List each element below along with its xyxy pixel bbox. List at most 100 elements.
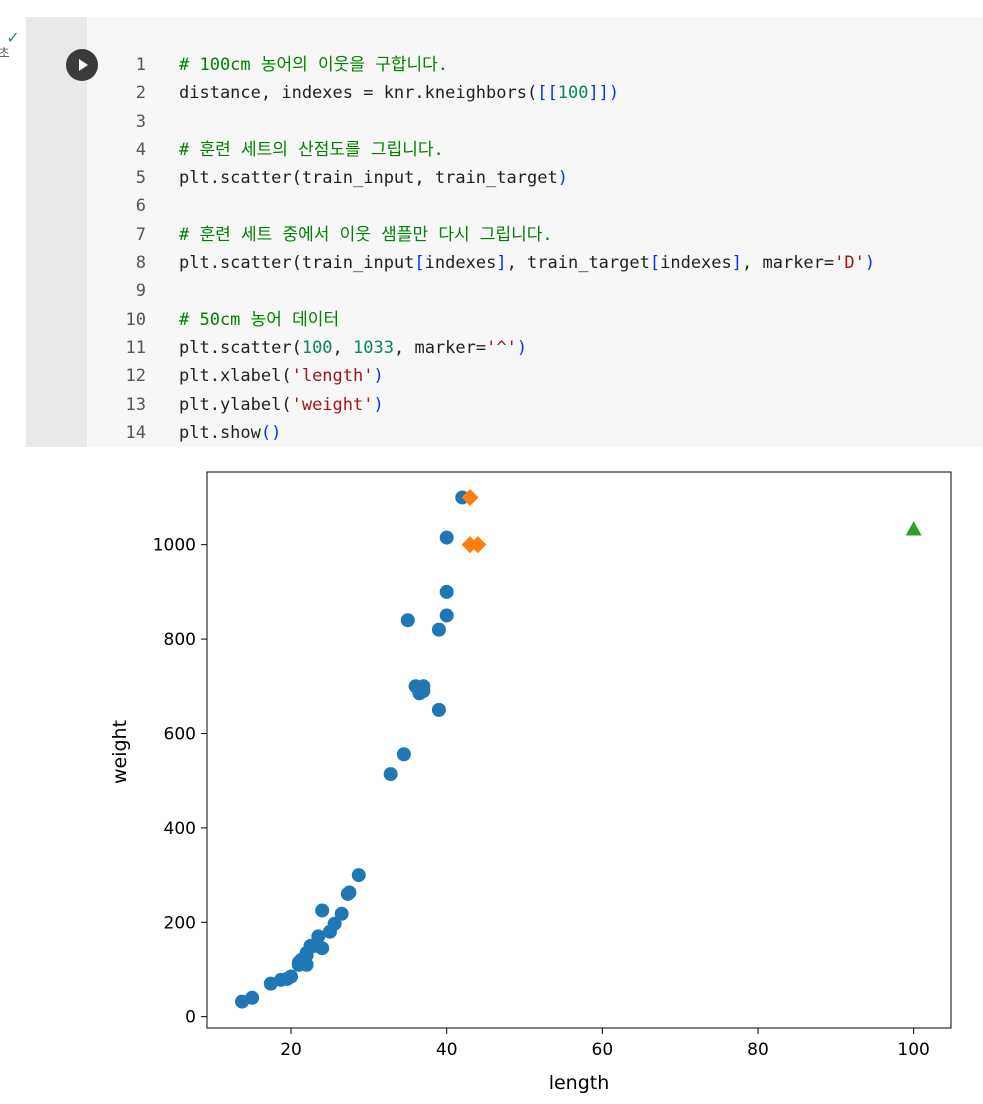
code-token: ) (373, 394, 384, 415)
scatter-point (439, 608, 454, 623)
code-token: 100 (557, 83, 589, 104)
code-line[interactable]: 9 (114, 277, 983, 305)
code-token: # 50cm 농어 데이터 (179, 309, 340, 330)
code-line[interactable]: 7 # 훈련 세트 중에서 이웃 샘플만 다시 그립니다. (114, 221, 983, 249)
code-token: 'weight' (291, 394, 374, 415)
scatter-point (315, 903, 330, 918)
code-token: ] (731, 253, 743, 274)
code-token: plt.scatter(train_input (179, 253, 415, 274)
code-line[interactable]: 2 distance, indexes = knr.kneighbors([[10… (114, 79, 983, 107)
code-token: plt.xlabel( (179, 366, 292, 387)
code-text: # 훈련 세트 중에서 이웃 샘플만 다시 그립니다. (179, 221, 553, 249)
scatter-point (284, 969, 299, 984)
code-text: distance, indexes = knr.kneighbors([[100… (179, 79, 619, 107)
code-editor[interactable] (87, 17, 983, 447)
code-token: 'length' (291, 366, 374, 387)
code-token: ) (373, 366, 384, 387)
y-axis-label: weight (109, 720, 131, 784)
scatter-point (439, 584, 454, 599)
x-tick-label: 60 (592, 1040, 614, 1060)
code-token: # 훈련 세트의 산점도를 그립니다. (179, 139, 444, 160)
scatter-point (315, 941, 330, 956)
x-tick-label: 100 (897, 1040, 929, 1060)
code-line[interactable]: 1 # 100cm 농어의 이웃을 구합니다. (114, 51, 983, 79)
run-cell-button[interactable] (66, 49, 98, 81)
y-tick-label: 200 (164, 913, 196, 933)
scatter-point (383, 767, 398, 782)
code-line[interactable]: 4 # 훈련 세트의 산점도를 그립니다. (114, 136, 983, 164)
code-line[interactable]: 14 plt.show() (114, 419, 983, 447)
x-tick-label: 20 (280, 1040, 302, 1060)
code-token: 100 (301, 337, 333, 358)
code-text: plt.show() (179, 419, 281, 447)
line-number: 4 (135, 139, 146, 160)
scatter-point (431, 702, 446, 717)
x-axis-ticks: 20 40 60 80 100 (280, 1028, 930, 1060)
x-axis-label: length (549, 1072, 610, 1094)
code-line[interactable]: 3 (114, 108, 983, 136)
scatter-point (245, 990, 260, 1005)
code-token: , marker= (393, 337, 487, 358)
code-token: ) (864, 253, 876, 274)
line-number: 3 (135, 111, 146, 132)
code-token: [ (414, 253, 425, 274)
code-token: # 훈련 세트 중에서 이웃 샘플만 다시 그립니다. (179, 224, 553, 245)
code-token: plt.show (179, 422, 261, 443)
y-tick-label: 800 (164, 630, 196, 650)
code-token: '^' (486, 337, 517, 358)
neighbor-diamond-point (469, 536, 487, 554)
checkmark-icon: ✓ (6, 28, 20, 47)
code-text: plt.scatter(100, 1033, marker='^') (179, 334, 527, 362)
neighbor-diamond-point (461, 488, 479, 506)
scatter-point (311, 929, 326, 944)
code-token: , (332, 337, 354, 358)
line-number: 13 (125, 394, 146, 415)
code-line[interactable]: 11 plt.scatter(100, 1033, marker='^') (114, 334, 983, 362)
y-tick-label: 600 (164, 724, 196, 744)
scatter-point (351, 868, 366, 883)
code-lines[interactable]: 1 # 100cm 농어의 이웃을 구합니다. 2 distance, indexes… (114, 51, 983, 447)
y-tick-label: 1000 (153, 536, 196, 556)
scatter-point (416, 684, 431, 699)
code-token: () (260, 422, 282, 443)
cell-gutter (26, 17, 87, 447)
line-number: 6 (135, 196, 146, 217)
code-text: # 100cm 농어의 이웃을 구합니다. (179, 51, 448, 79)
code-line[interactable]: 10 # 50cm 농어 데이터 (114, 306, 983, 334)
x-tick-label: 80 (747, 1040, 769, 1060)
y-tick-label: 400 (164, 819, 196, 839)
code-line[interactable]: 5 plt.scatter(train_input, train_target) (114, 164, 983, 192)
line-number: 12 (125, 366, 146, 387)
code-text: # 훈련 세트의 산점도를 그립니다. (179, 136, 444, 164)
code-cell[interactable]: 1 # 100cm 농어의 이웃을 구합니다. 2 distance, indexes… (26, 17, 983, 447)
code-token: # 100cm 농어의 이웃을 구합니다. (179, 55, 448, 75)
scatter-point (334, 906, 349, 921)
code-token: , train_target (506, 253, 650, 274)
code-token: [ (649, 253, 661, 274)
code-text: plt.xlabel('length') (179, 362, 384, 390)
scatter-point (327, 916, 342, 931)
code-line[interactable]: 6 (114, 192, 983, 220)
output-area: 0 200 400 600 800 1000 20 40 60 80 100 length wei… (26, 447, 983, 1100)
line-number: 8 (135, 253, 146, 274)
line-number: 10 (125, 309, 146, 330)
scatter-point (400, 613, 415, 628)
code-line[interactable]: 13 plt.ylabel('weight') (114, 391, 983, 419)
code-line[interactable]: 12 plt.xlabel('length') (114, 362, 983, 390)
code-text: plt.scatter(train_input, train_target) (179, 164, 568, 192)
code-token: plt.ylabel( (179, 394, 292, 415)
scatter-point (396, 747, 411, 762)
y-axis-ticks: 0 200 400 600 800 1000 (153, 536, 207, 1028)
y-tick-label: 0 (185, 1008, 196, 1028)
code-token: ]]) (588, 83, 620, 104)
code-token: 1033 (353, 337, 394, 358)
code-token: distance, indexes = knr.kneighbors( (179, 83, 538, 104)
target-triangle-point (905, 521, 922, 536)
cell-status: ✓ 0초 (0, 28, 26, 61)
code-token: plt.scatter( (179, 337, 302, 358)
line-number: 5 (135, 168, 146, 189)
code-token: ) (557, 168, 568, 189)
code-line[interactable]: 8 plt.scatter(train_input[indexes], train… (114, 249, 983, 277)
code-token: ] (496, 253, 507, 274)
scatter-point (431, 622, 446, 637)
